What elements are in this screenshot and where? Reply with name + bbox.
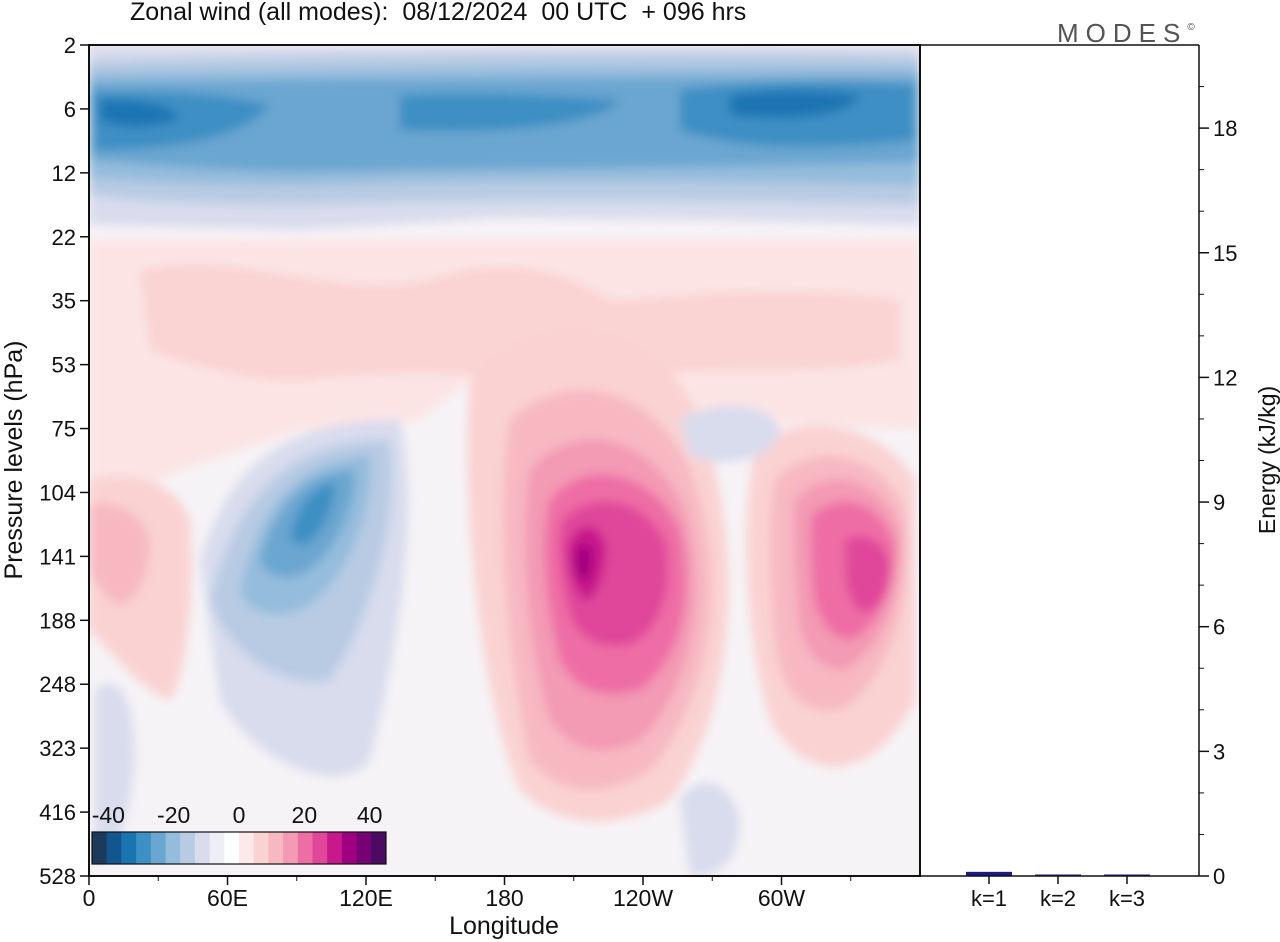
y-tick-label: 416 (39, 800, 76, 825)
energy-bar (966, 871, 1012, 876)
y-tick-label: 35 (52, 289, 76, 314)
colorbar: -40 -20 0 20 40 (91, 802, 387, 865)
colorbar-cell (253, 832, 269, 864)
colorbar-cell (150, 832, 166, 864)
colorbar-tick-label: 20 (292, 802, 318, 828)
colorbar-cell (239, 832, 255, 864)
energy-axis-label: Energy (kJ/kg) (1254, 386, 1280, 534)
y-axis-label: Pressure levels (hPa) (0, 341, 28, 580)
y-tick-label: 75 (52, 417, 76, 442)
energy-tick-label: 3 (1213, 739, 1225, 764)
colorbar-cell (356, 832, 372, 864)
y-tick-label: 248 (39, 672, 76, 697)
energy-category-label: k=3 (1109, 886, 1145, 911)
energy-tick-label: 9 (1213, 490, 1225, 515)
y-tick-label: 12 (52, 161, 76, 186)
colorbar-cell (136, 832, 152, 864)
energy-tick-label: 0 (1213, 864, 1225, 889)
x-tick-label: 0 (83, 885, 96, 911)
energy-category-label: k=2 (1040, 886, 1076, 911)
colorbar-cell (209, 832, 225, 864)
colorbar-frame (91, 831, 387, 865)
x-tick-label: 180 (485, 885, 523, 911)
x-axis-label: Longitude (449, 912, 559, 940)
field-pacific-positive-6 (575, 544, 592, 582)
axes: 0 60E 120E 180 120W 60W2612223553751041411882… (39, 33, 1237, 911)
x-tick-label: 60W (758, 885, 806, 911)
x-tick-label: 60E (207, 885, 248, 911)
field-east-negative-4 (290, 482, 335, 545)
y-tick-label: 2 (64, 33, 76, 58)
colorbar-cell (327, 832, 343, 864)
colorbar-cell (312, 832, 328, 864)
colorbar-cell (194, 832, 211, 864)
colorbar-tick-label: 0 (233, 802, 246, 828)
energy-tick-label: 18 (1213, 116, 1237, 141)
y-tick-label: 22 (52, 225, 76, 250)
logo-mark: © (1187, 22, 1195, 33)
colorbar-cell (341, 832, 358, 864)
colorbar-cell (268, 832, 284, 864)
colorbar-cell (92, 832, 108, 864)
y-tick-label: 6 (64, 97, 76, 122)
colorbar-tick-label: -40 (92, 802, 125, 828)
field-upper-negative-5 (100, 90, 860, 127)
colorbar-ticks: -40 -20 0 20 40 (92, 802, 383, 828)
field-mid-positive-inner (140, 265, 900, 383)
colorbar-cell (371, 832, 387, 864)
colorbar-cell (121, 832, 137, 864)
y-tick-label: 323 (39, 736, 76, 761)
chart-title: Zonal wind (all modes): 08/12/2024 00 UT… (130, 0, 747, 26)
colorbar-tick-label: 40 (357, 802, 383, 828)
field-atlantic-positive-4 (845, 536, 890, 612)
energy-tick-label: 15 (1213, 241, 1237, 266)
colorbar-cell (106, 832, 122, 864)
x-tick-label: 120W (613, 885, 673, 911)
colorbar-cells (92, 832, 387, 864)
colorbar-cell (283, 832, 299, 864)
heatmap-field (89, 45, 920, 876)
energy-tick-label: 12 (1213, 365, 1237, 390)
energy-category-label: k=1 (971, 886, 1007, 911)
energy-panel-background (920, 45, 1199, 876)
field-west-positive-inner (89, 503, 150, 605)
x-tick-label: 120E (339, 885, 393, 911)
colorbar-tick-label: -20 (157, 802, 190, 828)
y-tick-label: 141 (39, 544, 76, 569)
colorbar-cell (224, 832, 240, 864)
colorbar-cell (165, 832, 181, 864)
colorbar-cell (180, 832, 196, 864)
y-tick-label: 188 (39, 608, 76, 633)
field-upper-negative-4 (92, 81, 915, 150)
energy-tick-label: 6 (1213, 615, 1225, 640)
field-small-negative (680, 406, 780, 462)
modes-logo: MODES© (1057, 18, 1195, 49)
colorbar-cell (297, 832, 313, 864)
y-tick-label: 528 (39, 864, 76, 889)
y-tick-label: 104 (39, 480, 76, 505)
logo-text: MODES (1057, 18, 1188, 48)
y-tick-label: 53 (52, 353, 76, 378)
